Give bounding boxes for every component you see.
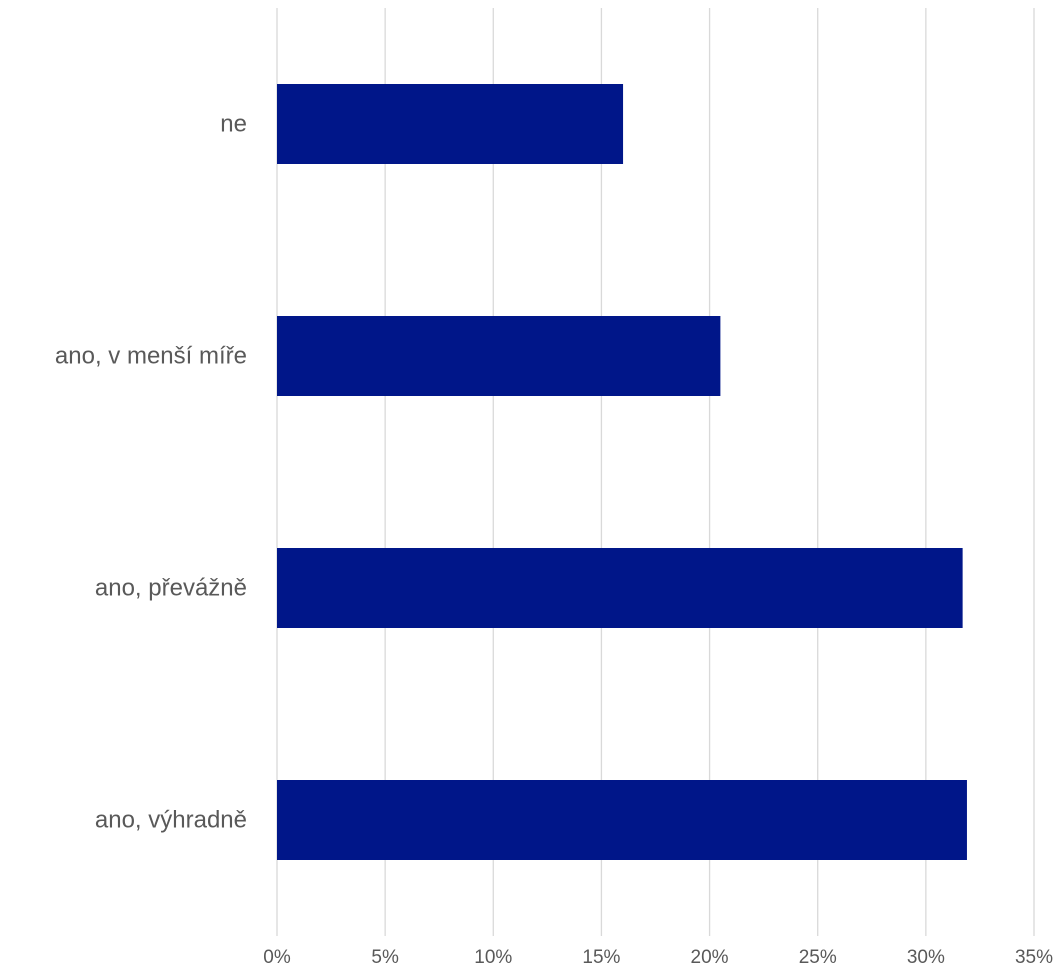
x-tick-label-5: 5%	[371, 947, 399, 966]
x-tick-label-25: 25%	[799, 947, 837, 966]
bar-1	[277, 316, 721, 396]
x-tick-label-35: 35%	[1015, 947, 1053, 966]
category-label-1: ano, v menší míře	[55, 343, 247, 370]
bar-3	[277, 780, 967, 860]
x-tick-label-10: 10%	[474, 947, 512, 966]
bar-0	[277, 84, 624, 164]
category-labels: ne ano, v menší míře ano, převážně ano, výh…	[55, 111, 247, 834]
x-tick-label-30: 30%	[907, 947, 945, 966]
x-tick-label-0: 0%	[263, 947, 291, 966]
x-axis-tick-labels: 0% 5% 10% 15% 20% 25% 30% 35%	[263, 947, 1053, 966]
category-label-2: ano, převážně	[95, 575, 247, 602]
category-label-0: ne	[220, 111, 247, 138]
bar-2	[277, 548, 963, 628]
bars	[277, 84, 967, 860]
x-tick-label-15: 15%	[582, 947, 620, 966]
category-label-3: ano, výhradně	[95, 807, 247, 834]
x-tick-label-20: 20%	[691, 947, 729, 966]
